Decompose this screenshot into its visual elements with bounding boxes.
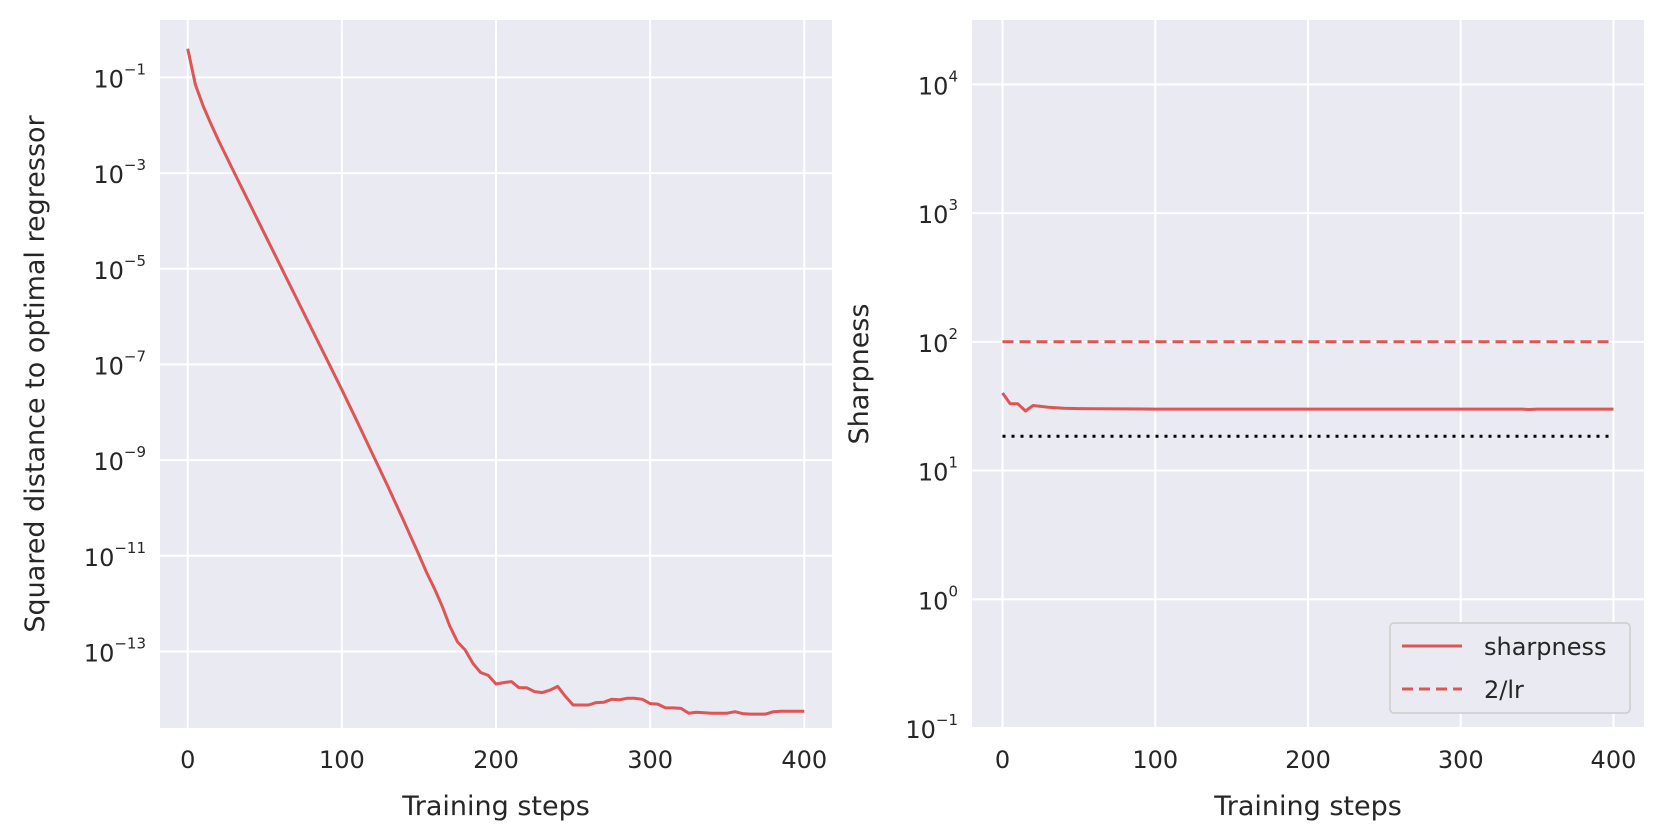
right-x-axis-label: Training steps bbox=[1213, 791, 1402, 822]
right-x-tick-label: 0 bbox=[995, 746, 1010, 774]
right-y-tick-label: 103 bbox=[918, 196, 958, 229]
left-grid bbox=[160, 20, 832, 728]
legend: sharpness 2/lr bbox=[1389, 622, 1631, 714]
left-x-tick-labels: 0 100 200 300 400 bbox=[180, 746, 827, 774]
left-x-tick-label: 0 bbox=[180, 746, 195, 774]
left-x-tick-label: 400 bbox=[781, 746, 827, 774]
right-y-tick-labels: 104 103 102 101 100 10−1 bbox=[905, 67, 958, 744]
left-y-tick-label: 10−1 bbox=[93, 60, 146, 93]
left-x-tick-label: 300 bbox=[627, 746, 673, 774]
left-x-axis-label: Training steps bbox=[401, 791, 590, 822]
left-series-layer bbox=[186, 48, 805, 716]
right-y-tick-label: 102 bbox=[918, 325, 958, 358]
right-x-tick-label: 100 bbox=[1132, 746, 1178, 774]
left-y-tick-label: 10−9 bbox=[93, 443, 146, 476]
legend-2-lr-label: 2/lr bbox=[1484, 676, 1524, 704]
right-y-axis-label: Sharpness bbox=[844, 304, 875, 445]
right-y-tick-label: 104 bbox=[918, 67, 958, 100]
left-y-axis-label: Squared distance to optimal regressor bbox=[20, 114, 51, 632]
left-y-tick-label: 10−7 bbox=[93, 347, 146, 380]
left-y-tick-labels: 10−1 10−3 10−5 10−7 10−9 10−11 10−13 bbox=[84, 60, 146, 667]
right-grid bbox=[972, 20, 1644, 729]
right-series-sharpness bbox=[1001, 392, 1614, 413]
left-y-tick-label: 10−11 bbox=[84, 539, 146, 572]
right-x-tick-label: 200 bbox=[1285, 746, 1331, 774]
left-y-tick-label: 10−5 bbox=[93, 252, 146, 285]
right-y-tick-label: 101 bbox=[918, 454, 958, 487]
right-x-tick-labels: 0 100 200 300 400 bbox=[995, 746, 1636, 774]
left-y-tick-label: 10−3 bbox=[93, 156, 146, 189]
right-x-tick-label: 300 bbox=[1438, 746, 1484, 774]
left-series-line-0 bbox=[186, 48, 805, 716]
right-subplot: 0 100 200 300 400 104 103 102 101 100 10−1 Traini… bbox=[844, 20, 1644, 822]
right-series-layer bbox=[1001, 340, 1614, 438]
legend-sharpness-label: sharpness bbox=[1484, 633, 1607, 661]
left-y-tick-label: 10−13 bbox=[84, 634, 146, 667]
left-x-tick-label: 100 bbox=[319, 746, 365, 774]
right-y-tick-label: 10−1 bbox=[905, 711, 958, 744]
left-subplot: 0 100 200 300 400 10−110−310−510−710−910−111… bbox=[20, 20, 832, 822]
right-x-tick-label: 400 bbox=[1591, 746, 1637, 774]
right-y-tick-label: 100 bbox=[918, 582, 958, 615]
left-x-tick-label: 200 bbox=[473, 746, 519, 774]
